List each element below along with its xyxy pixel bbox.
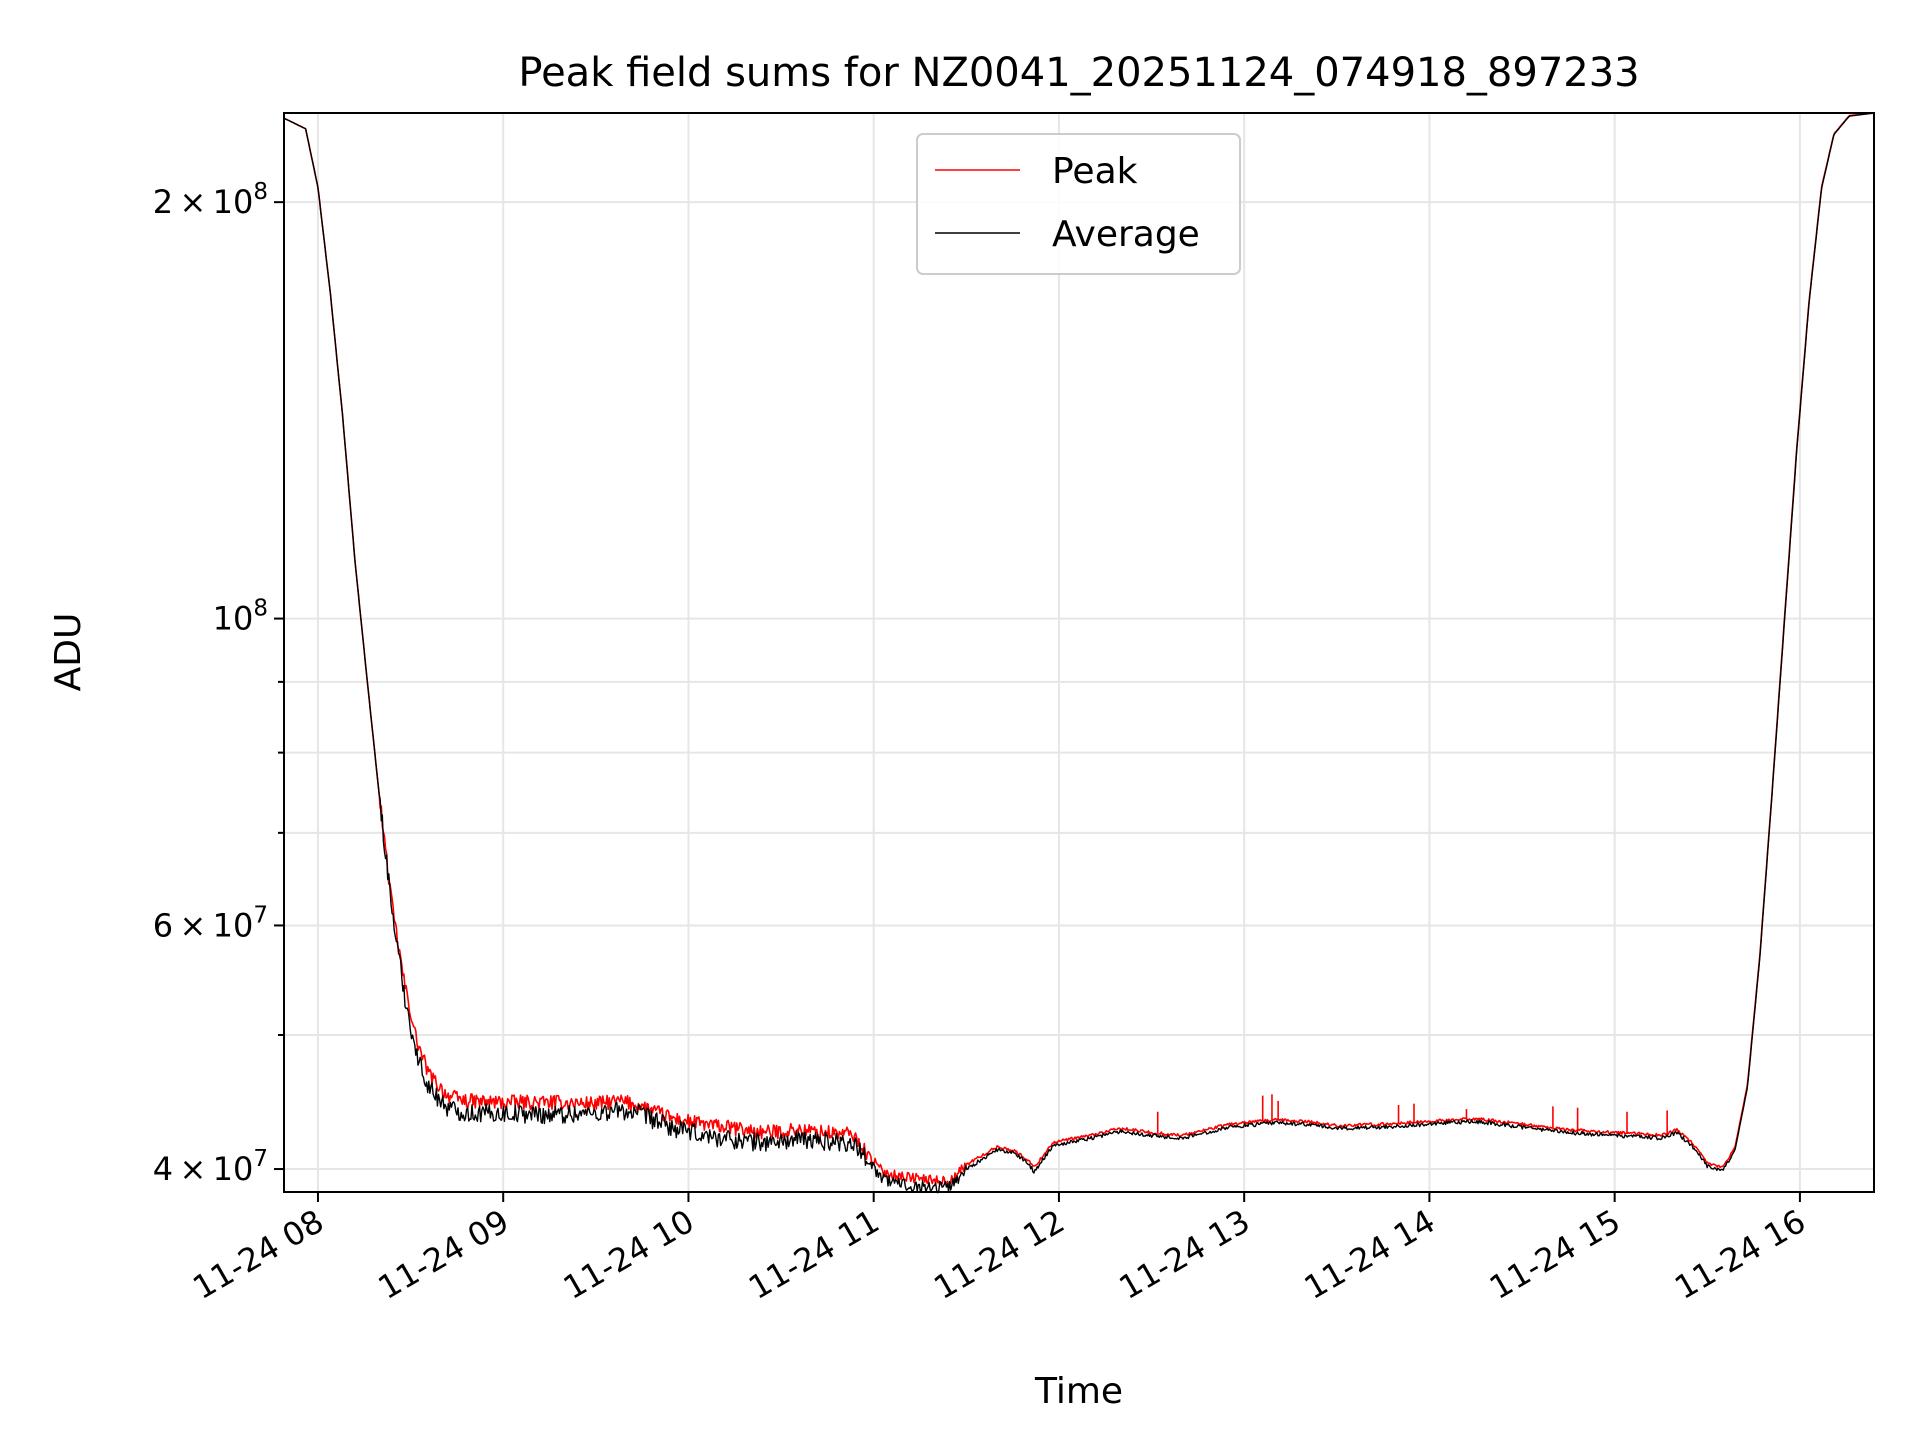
plot-frame [283,112,1875,1193]
series-layer [283,112,1874,1194]
y-tick-label: 4 × 107 [153,1146,268,1188]
legend-box [916,133,1241,275]
legend-label-average: Average [1052,214,1200,255]
grid [284,113,1874,1192]
chart-title: Peak field sums for NZ0041_20251124_0749… [518,50,1639,96]
y-axis-label: ADU [48,613,89,692]
series-line-average [283,112,1874,1194]
series-line-peak [283,112,1874,1186]
legend-label-peak: Peak [1052,151,1138,192]
y-tick-label: 2 × 108 [153,179,268,221]
legend: Peak Average [916,133,1241,275]
y-tick-label: 6 × 107 [153,902,268,944]
y-tick-label: 108 [213,596,268,638]
x-axis-label: Time [1034,1371,1123,1412]
